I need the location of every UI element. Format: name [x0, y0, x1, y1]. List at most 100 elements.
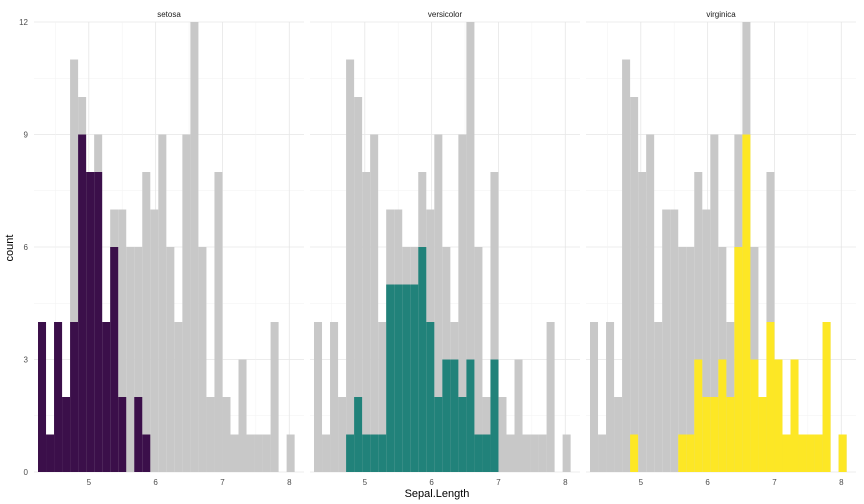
background-bar — [70, 59, 79, 472]
background-bar — [506, 434, 515, 472]
background-bar — [522, 434, 531, 472]
background-bar — [378, 322, 387, 472]
species-bar-versicolor — [386, 284, 395, 472]
x-tick-label: 5 — [87, 478, 92, 487]
species-bar-virginica — [766, 322, 775, 472]
species-bar-setosa — [134, 397, 143, 472]
background-bar — [654, 322, 663, 472]
x-axis-title: Sepal.Length — [405, 488, 470, 500]
species-bar-virginica — [734, 247, 743, 472]
species-bar-versicolor — [378, 434, 387, 472]
species-bar-versicolor — [490, 359, 499, 472]
background-bar — [370, 134, 379, 472]
x-tick-label: 6 — [705, 478, 710, 487]
species-bar-versicolor — [418, 247, 427, 472]
species-bar-versicolor — [466, 359, 475, 472]
background-bar — [126, 247, 135, 472]
background-bar — [538, 434, 547, 472]
y-tick-label: 3 — [24, 356, 29, 365]
species-bar-versicolor — [450, 359, 459, 472]
background-bar — [434, 134, 443, 472]
background-bar — [546, 322, 555, 472]
background-bar — [338, 397, 347, 472]
background-bar — [222, 397, 231, 472]
background-bar — [514, 359, 523, 472]
background-bar — [622, 59, 631, 472]
x-tick-label: 6 — [153, 478, 158, 487]
background-bar — [562, 434, 571, 472]
species-bar-setosa — [86, 172, 95, 472]
y-tick-label: 6 — [24, 243, 29, 252]
species-bar-virginica — [630, 434, 639, 472]
species-bar-virginica — [686, 434, 695, 472]
background-bar — [354, 97, 363, 472]
background-bar — [638, 172, 647, 472]
species-bar-virginica — [782, 434, 791, 472]
background-bar — [230, 434, 239, 472]
species-bar-versicolor — [434, 397, 443, 472]
background-bar — [346, 59, 355, 472]
background-bar — [190, 22, 199, 472]
background-bar — [238, 359, 247, 472]
species-bar-versicolor — [394, 284, 403, 472]
species-bar-virginica — [718, 359, 727, 472]
species-bar-versicolor — [458, 397, 467, 472]
background-bar — [646, 134, 655, 472]
background-bar — [678, 247, 687, 472]
facet-panels: setosa 5 6 7 8 versicolor 5 6 7 8 virginica 5 6 7 8 — [34, 10, 856, 487]
x-tick-label: 8 — [839, 478, 844, 487]
species-bar-virginica — [806, 434, 815, 472]
background-bar — [598, 434, 607, 472]
species-bar-setosa — [46, 434, 55, 472]
background-bar — [314, 322, 323, 472]
background-bar — [286, 434, 295, 472]
background-bar — [362, 172, 371, 472]
background-bar — [702, 209, 711, 472]
species-bar-setosa — [70, 322, 79, 472]
background-bar — [142, 172, 151, 472]
background-bar — [466, 22, 475, 472]
background-bar — [530, 434, 539, 472]
background-bar — [630, 97, 639, 472]
x-tick-label: 8 — [287, 478, 292, 487]
species-bar-setosa — [62, 397, 71, 472]
background-bar — [198, 247, 207, 472]
species-bar-versicolor — [370, 434, 379, 472]
species-bar-virginica — [774, 359, 783, 472]
species-bar-versicolor — [354, 397, 363, 472]
x-tick-label: 7 — [220, 478, 225, 487]
background-bar — [474, 247, 483, 472]
species-bar-setosa — [110, 247, 119, 472]
background-bar — [270, 322, 279, 472]
background-bar — [214, 172, 223, 472]
facet-panel-versicolor: versicolor 5 6 7 8 — [310, 10, 580, 487]
species-bar-virginica — [726, 397, 735, 472]
species-bar-virginica — [702, 397, 711, 472]
species-bar-virginica — [822, 322, 831, 472]
species-bar-virginica — [694, 359, 703, 472]
y-axis-title: count — [4, 235, 16, 262]
facet-strip-label: setosa — [157, 10, 181, 19]
species-bar-versicolor — [442, 359, 451, 472]
background-bar — [330, 322, 339, 472]
species-bar-setosa — [102, 322, 111, 472]
x-tick-label: 6 — [429, 478, 434, 487]
species-bar-virginica — [758, 397, 767, 472]
background-bar — [166, 247, 175, 472]
background-bar — [686, 247, 695, 472]
species-bar-virginica — [798, 434, 807, 472]
background-bar — [458, 134, 467, 472]
species-bar-virginica — [838, 434, 847, 472]
species-bar-setosa — [54, 322, 63, 472]
species-bar-versicolor — [346, 434, 355, 472]
background-bar — [498, 397, 507, 472]
species-bar-setosa — [118, 397, 127, 472]
species-bar-setosa — [38, 322, 47, 472]
background-bar — [694, 172, 703, 472]
background-bar — [614, 397, 623, 472]
species-bar-virginica — [710, 397, 719, 472]
x-tick-label: 7 — [496, 478, 501, 487]
background-bar — [118, 209, 127, 472]
species-bar-versicolor — [482, 434, 491, 472]
